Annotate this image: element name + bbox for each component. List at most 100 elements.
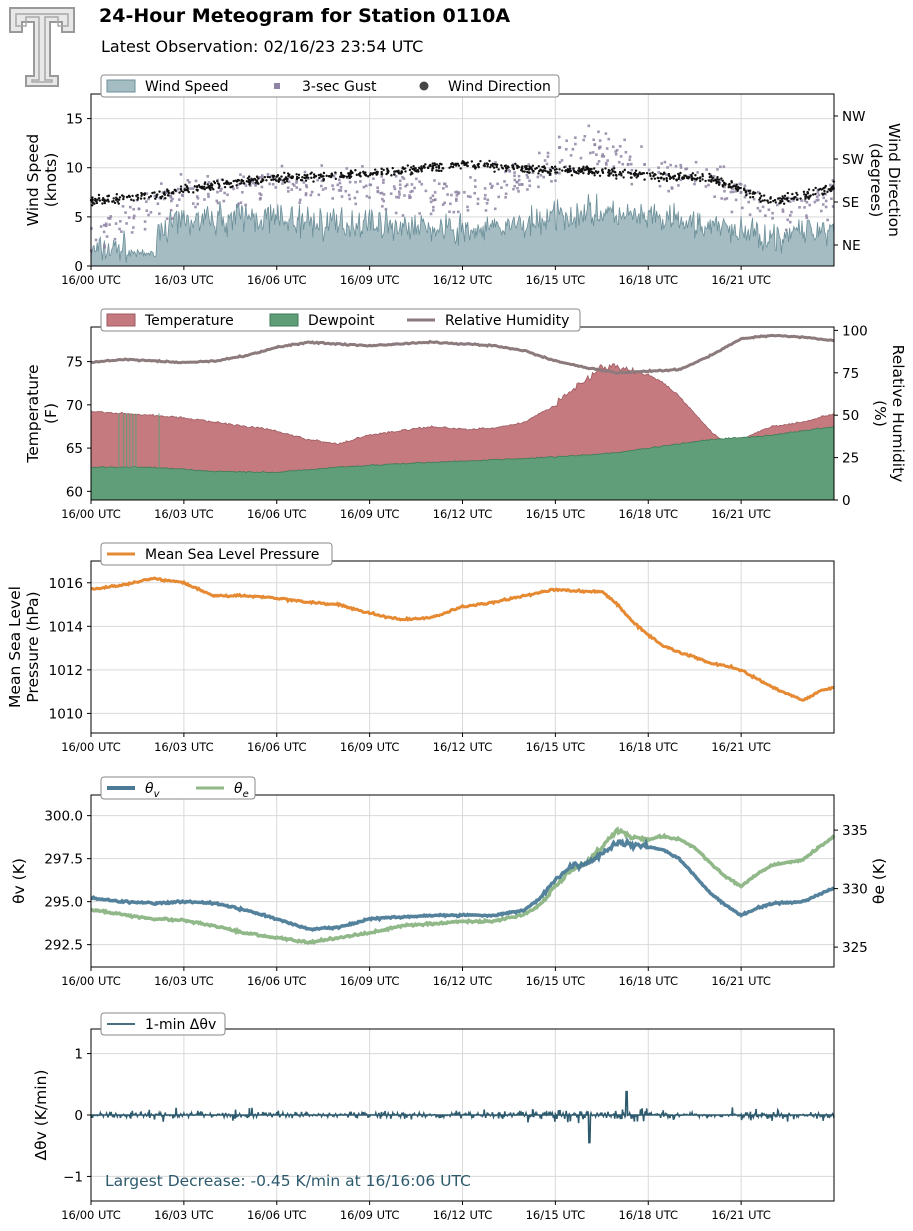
wind-direction-point: [143, 197, 146, 200]
wind-direction-point: [720, 177, 723, 180]
wind-direction-point: [245, 180, 249, 183]
gust-point: [177, 198, 181, 201]
wind-direction-point: [115, 196, 118, 199]
gust-point: [554, 179, 557, 182]
wind-direction-point: [504, 164, 508, 167]
gust-point: [175, 204, 179, 207]
wind-direction-point: [232, 179, 235, 183]
gust-point: [826, 218, 829, 222]
gust-point: [394, 174, 398, 178]
x-tick-label: 16/09 UTC: [340, 1208, 400, 1222]
wind-direction-point: [375, 173, 378, 176]
wind-direction-point: [107, 200, 110, 203]
wind-direction-point: [590, 167, 593, 171]
gust-point: [153, 194, 157, 198]
gust-point: [455, 199, 458, 202]
gust-point: [392, 185, 396, 188]
gust-point: [362, 185, 366, 189]
gust-point: [340, 195, 344, 198]
wind-direction-point: [299, 178, 303, 182]
gust-point: [171, 217, 174, 220]
gust-point: [738, 182, 742, 186]
gust-point: [560, 159, 564, 162]
gust-point: [320, 164, 324, 167]
gust-point: [424, 189, 428, 193]
gust-point: [361, 165, 364, 168]
wind-direction-point: [98, 199, 101, 202]
wind-direction-point: [524, 167, 528, 171]
wind-direction-point: [806, 190, 809, 194]
wind-direction-point: [167, 191, 171, 195]
wind-direction-point: [598, 174, 602, 177]
gust-point: [598, 139, 602, 142]
gust-point: [188, 180, 191, 184]
x-tick-label: 16/18 UTC: [618, 273, 678, 287]
wind-direction-point: [516, 164, 519, 168]
gust-point: [261, 176, 265, 179]
wind-direction-point: [263, 175, 267, 179]
temperature-axis-label: Temperature(F): [24, 364, 60, 463]
gust-point: [816, 198, 820, 202]
gust-point: [443, 182, 447, 186]
wind-direction-point: [463, 163, 466, 167]
wind-direction-point: [520, 169, 523, 172]
gust-point: [731, 187, 734, 191]
gust-point: [771, 211, 774, 215]
wind-direction-point: [203, 181, 207, 184]
gust-point: [574, 142, 577, 146]
wind-direction-point: [767, 201, 770, 204]
wind-direction-point: [492, 166, 496, 169]
wind-direction-point: [802, 190, 806, 194]
x-tick-label: 16/21 UTC: [711, 1208, 771, 1222]
wind-direction-point: [553, 168, 557, 171]
gust-point: [244, 184, 248, 187]
x-tick-label: 16/09 UTC: [340, 507, 400, 521]
gust-point: [368, 183, 372, 187]
wind-direction-point: [96, 198, 99, 201]
gust-point: [781, 208, 785, 212]
gust-point: [614, 152, 618, 156]
wind-direction-point: [572, 167, 575, 170]
x-tick-label: 16/12 UTC: [433, 974, 493, 988]
wind-direction-point: [179, 185, 183, 188]
wind-direction-point: [185, 185, 189, 188]
wind-direction-point: [491, 162, 495, 166]
wind-direction-point: [131, 194, 134, 198]
wind-direction-point: [749, 196, 752, 199]
gust-point: [220, 187, 223, 191]
gust-point: [266, 173, 270, 176]
gust-point: [593, 143, 596, 147]
wind-direction-point: [412, 164, 415, 168]
gust-point: [663, 160, 667, 164]
gust-point: [457, 210, 460, 214]
wind-direction-point: [151, 191, 154, 195]
gust-point: [160, 182, 163, 185]
wind-direction-point: [785, 197, 788, 200]
gust-point: [434, 198, 437, 202]
gust-point: [455, 190, 459, 194]
wind-direction-point: [319, 175, 323, 178]
gust-point: [226, 193, 229, 197]
gust-point: [497, 195, 501, 199]
wind-direction-point: [280, 175, 283, 178]
x-tick-label: 16/21 UTC: [711, 974, 771, 988]
wind-direction-point: [780, 197, 784, 201]
gust-point: [483, 193, 487, 197]
wind-direction-point: [542, 165, 546, 168]
wind-direction-point: [173, 188, 176, 192]
wind-direction-point: [804, 197, 807, 200]
gust-point: [723, 197, 727, 201]
wind-direction-point: [140, 194, 143, 197]
gust-point: [415, 177, 418, 181]
gust-point: [747, 200, 751, 204]
wind-direction-point: [477, 165, 480, 169]
gust-point: [542, 175, 545, 179]
gust-point: [504, 195, 507, 199]
gust-point: [194, 205, 197, 209]
wind-direction-point: [548, 173, 552, 176]
gust-point: [223, 191, 226, 195]
wind-direction-point: [387, 170, 390, 173]
gust-point: [409, 190, 412, 194]
gust-point: [171, 197, 174, 201]
wind-direction-point: [111, 200, 114, 203]
